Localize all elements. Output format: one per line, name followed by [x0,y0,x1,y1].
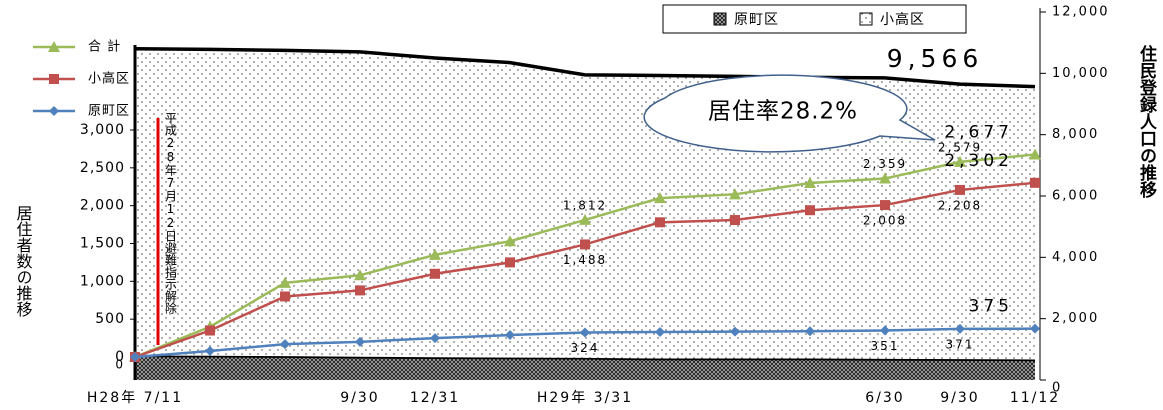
y-tick-label: 2,000 [80,198,125,214]
marker [354,269,366,281]
x-tick-label: 6/30 [865,390,904,406]
marker [504,235,516,247]
marker [280,339,290,350]
marker [355,285,365,296]
marker [1030,177,1040,188]
value-label: 351 [871,339,900,353]
value-label: 324 [571,341,600,355]
x-tick-label: H29年 3/31 [537,390,633,406]
x-tick-label: H28年 7/11 [87,390,183,406]
marker [279,276,291,288]
legend-label: 小高区 [880,11,925,28]
value-label: 2,579 [938,140,982,154]
legend-label: 小高区 [88,71,130,87]
value-label: 1,812 [563,198,607,212]
marker [1029,148,1041,160]
value-label: 2,359 [863,157,907,171]
legend-label: 原町区 [734,12,779,28]
legend-marker [49,74,59,84]
y2-axis-title: 住民登録人口の推移 [1136,44,1158,199]
y2-tick-label: 8,000 [1052,127,1099,142]
y-tick-label: 1,500 [80,236,125,252]
marker [730,215,740,226]
marker [430,333,440,344]
marker [655,217,665,228]
event-label: 平成28年7月12日避難指示解除 [164,112,178,314]
y-tick-label: 0 [115,349,125,365]
marker [505,330,515,341]
value-label: 2,677 [944,122,1013,142]
total-label: 9,566 [887,44,984,73]
marker [430,268,440,279]
y2-tick-label: 10,000 [1052,66,1110,81]
marker [429,248,441,260]
y2-tick-label: 4,000 [1052,250,1099,265]
marker [205,325,215,336]
x-tick-label: 12/31 [410,390,460,406]
area-edge [134,47,1036,89]
marker [955,323,965,334]
marker [205,345,215,356]
marker [130,352,140,362]
marker [654,192,666,204]
legend-marker [48,41,60,52]
y-tick-label: 1,000 [80,273,125,289]
legend-swatch [859,12,873,26]
marker [280,291,290,302]
marker [880,200,890,211]
y2-tick-label: 6,000 [1052,189,1099,204]
y2-tick-label: 12,000 [1052,5,1110,20]
area [135,355,1035,380]
legend-label: 合 計 [88,39,121,55]
marker [879,172,891,184]
marker [804,176,816,188]
legend-label: 原町区 [88,104,130,119]
marker [580,327,590,338]
marker [805,326,815,337]
y2-tick-label: 2,000 [1052,311,1099,326]
legend-marker [49,106,59,116]
marker [1030,323,1040,334]
marker [880,325,890,336]
y-tick-label: 3,000 [80,122,125,138]
marker [730,326,740,337]
value-label: 1,488 [563,253,607,267]
marker [954,155,966,167]
value-label: 375 [969,297,1013,317]
legend-swatch [713,12,727,26]
marker [655,327,665,338]
y2-tick-label: 0 [1052,381,1062,396]
callout [643,74,936,153]
x-tick-label: 9/30 [940,390,979,406]
value-label: 371 [946,337,975,351]
marker [580,239,590,250]
value-label: 2,008 [863,214,907,228]
value-label: 0 [115,358,125,372]
y-tick-label: 2,500 [80,160,125,176]
y-tick-label: 500 [95,311,125,327]
x-tick-label: 11/12 [1010,390,1060,406]
rate-label: 居住率28.2% [708,99,858,125]
marker [355,336,365,347]
marker [505,257,515,268]
value-label: 2,208 [938,198,982,212]
marker [805,205,815,216]
y-axis-title: 居住者数の推移 [14,205,33,317]
marker [729,188,741,200]
x-tick-label: 9/30 [340,390,379,406]
marker [955,184,965,195]
marker [579,213,591,225]
value-label: 2,302 [944,151,1013,171]
